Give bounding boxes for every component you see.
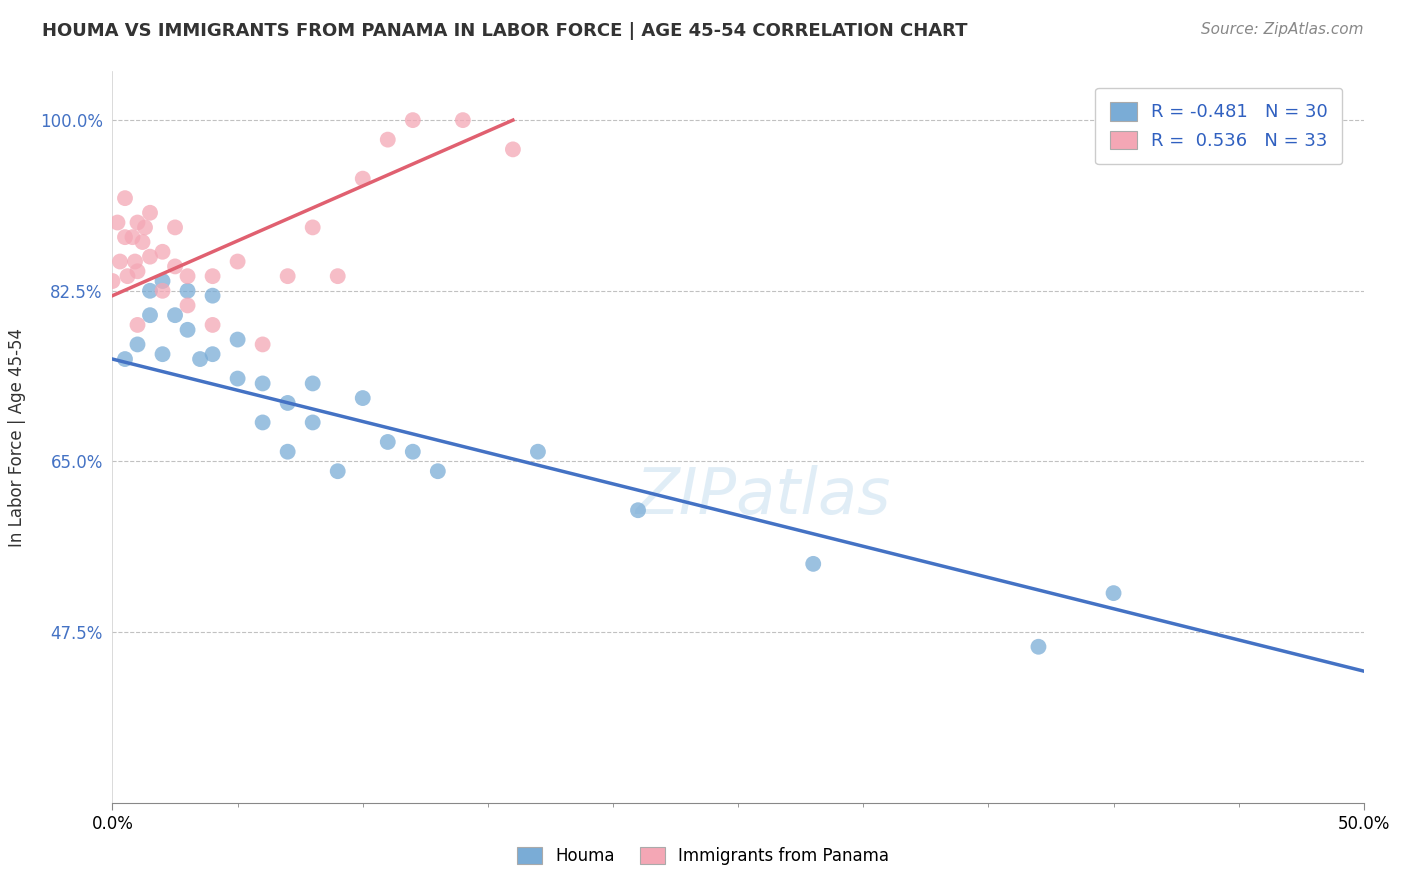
Point <box>326 269 349 284</box>
Point <box>201 269 224 284</box>
Point <box>451 113 474 128</box>
Point <box>277 396 299 410</box>
Point <box>252 337 274 351</box>
Legend: R = -0.481   N = 30, R =  0.536   N = 33: R = -0.481 N = 30, R = 0.536 N = 33 <box>1095 87 1343 164</box>
Point <box>117 269 139 284</box>
Point <box>134 220 156 235</box>
Point <box>527 444 550 458</box>
Point <box>402 113 425 128</box>
Point <box>139 250 162 264</box>
Point <box>252 416 274 430</box>
Point <box>277 269 299 284</box>
Point <box>121 230 143 244</box>
Point <box>252 376 274 391</box>
Point <box>502 142 524 156</box>
Point <box>127 264 149 278</box>
Point <box>127 318 149 332</box>
Point <box>377 434 399 449</box>
Point <box>1028 640 1050 654</box>
Point <box>176 284 198 298</box>
Point <box>226 254 249 268</box>
Point <box>152 274 174 288</box>
Text: Source: ZipAtlas.com: Source: ZipAtlas.com <box>1201 22 1364 37</box>
Point <box>152 284 174 298</box>
Point <box>131 235 153 249</box>
Point <box>139 206 162 220</box>
Legend: Houma, Immigrants from Panama: Houma, Immigrants from Panama <box>510 840 896 872</box>
Point <box>127 337 149 351</box>
Point <box>176 323 198 337</box>
Point <box>176 269 198 284</box>
Point <box>801 557 824 571</box>
Point <box>301 376 323 391</box>
Point <box>163 260 186 274</box>
Point <box>201 318 224 332</box>
Point <box>226 333 249 347</box>
Point <box>301 220 323 235</box>
Point <box>201 347 224 361</box>
Point <box>101 274 124 288</box>
Point <box>352 391 374 405</box>
Text: HOUMA VS IMMIGRANTS FROM PANAMA IN LABOR FORCE | AGE 45-54 CORRELATION CHART: HOUMA VS IMMIGRANTS FROM PANAMA IN LABOR… <box>42 22 967 40</box>
Point <box>627 503 650 517</box>
Point <box>127 215 149 229</box>
Point <box>124 254 146 268</box>
Point <box>139 308 162 322</box>
Point <box>188 352 211 367</box>
Point <box>152 347 174 361</box>
Point <box>107 215 129 229</box>
Point <box>301 416 323 430</box>
Point <box>114 230 136 244</box>
Text: ZIPatlas: ZIPatlas <box>636 465 891 526</box>
Point <box>426 464 449 478</box>
Point <box>163 308 186 322</box>
Y-axis label: In Labor Force | Age 45-54: In Labor Force | Age 45-54 <box>8 327 25 547</box>
Point <box>226 371 249 385</box>
Point <box>139 284 162 298</box>
Point <box>326 464 349 478</box>
Point <box>163 220 186 235</box>
Point <box>277 444 299 458</box>
Point <box>352 171 374 186</box>
Point <box>402 444 425 458</box>
Point <box>152 244 174 259</box>
Point <box>176 298 198 312</box>
Point <box>108 254 131 268</box>
Point <box>114 191 136 205</box>
Point <box>114 352 136 367</box>
Point <box>201 288 224 302</box>
Point <box>1102 586 1125 600</box>
Point <box>377 133 399 147</box>
